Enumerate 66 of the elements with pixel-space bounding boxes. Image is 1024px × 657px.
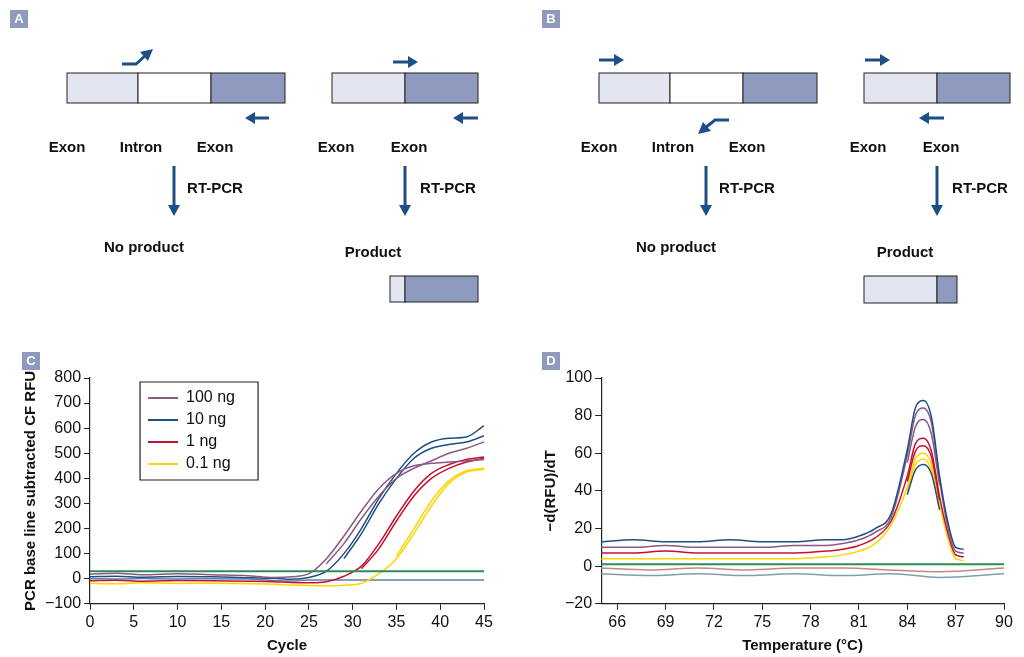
text: Intron — [119, 138, 163, 155]
text: Product — [344, 243, 402, 260]
chart-title: D — [542, 352, 560, 370]
y-tick-label: 100 — [565, 368, 593, 386]
y-axis-title: PCR base line subtracted CF RFU — [21, 370, 39, 611]
legend-label: 10 ng — [186, 410, 227, 428]
text: RT-PCR — [420, 179, 477, 196]
text: Exon — [317, 138, 355, 155]
text: A — [10, 10, 28, 28]
y-tick-label: 40 — [574, 481, 593, 499]
y-tick-label: 100 — [54, 544, 82, 562]
x-tick-label: 25 — [300, 612, 318, 630]
y-tick-label: 800 — [54, 368, 82, 386]
y-tick-label: 60 — [574, 443, 593, 461]
text: Exon — [922, 138, 960, 155]
x-tick-label: 20 — [256, 612, 275, 630]
x-tick-label: 69 — [656, 612, 675, 630]
x-tick-label: 40 — [431, 612, 450, 630]
legend-label: 1 ng — [186, 432, 218, 450]
y-tick-label: 600 — [54, 418, 82, 436]
y-tick-label: 20 — [574, 518, 593, 536]
legend-label: 100 ng — [186, 388, 235, 406]
x-tick-label: 0 — [85, 612, 95, 630]
x-tick-label: 84 — [898, 612, 917, 630]
text: Exon — [48, 138, 86, 155]
text: Exon — [728, 138, 766, 155]
y-tick-label: 0 — [583, 556, 593, 574]
x-axis-title: Cycle — [267, 636, 308, 654]
x-tick-label: 78 — [801, 612, 820, 630]
text: Intron — [651, 138, 695, 155]
text: Exon — [390, 138, 428, 155]
x-tick-label: 35 — [387, 612, 406, 630]
text: RT-PCR — [719, 179, 776, 196]
x-tick-label: 5 — [129, 612, 139, 630]
x-tick-label: 10 — [168, 612, 187, 630]
text: RT-PCR — [187, 179, 244, 196]
text: Exon — [196, 138, 234, 155]
text: Exon — [849, 138, 887, 155]
x-tick-label: 81 — [850, 612, 868, 630]
text: Product — [876, 243, 934, 260]
x-tick-label: 30 — [343, 612, 362, 630]
y-tick-label: 500 — [54, 443, 82, 461]
x-tick-label: 45 — [475, 612, 493, 630]
y-tick-label: 400 — [54, 468, 82, 486]
x-tick-label: 15 — [212, 612, 231, 630]
x-tick-label: 90 — [995, 612, 1013, 630]
text: RT-PCR — [952, 179, 1009, 196]
x-axis-title: Temperature (°C) — [742, 636, 863, 654]
text: Exon — [580, 138, 618, 155]
y-tick-label: 200 — [54, 518, 82, 536]
y-tick-label: −100 — [44, 594, 82, 612]
text: No product — [104, 238, 184, 255]
x-tick-label: 75 — [753, 612, 772, 630]
y-tick-label: 80 — [574, 406, 593, 424]
x-tick-label: 87 — [946, 612, 965, 630]
x-tick-label: 72 — [705, 612, 723, 630]
text: No product — [636, 238, 716, 255]
y-tick-label: 0 — [72, 569, 82, 587]
y-tick-label: 700 — [54, 393, 82, 411]
chart-title: C — [22, 352, 40, 370]
legend-label: 0.1 ng — [186, 454, 231, 472]
y-tick-label: −20 — [565, 594, 593, 612]
text: B — [542, 10, 560, 28]
y-axis-title: −d(RFU)/dT — [541, 450, 559, 532]
x-tick-label: 66 — [608, 612, 627, 630]
y-tick-label: 300 — [54, 493, 82, 511]
